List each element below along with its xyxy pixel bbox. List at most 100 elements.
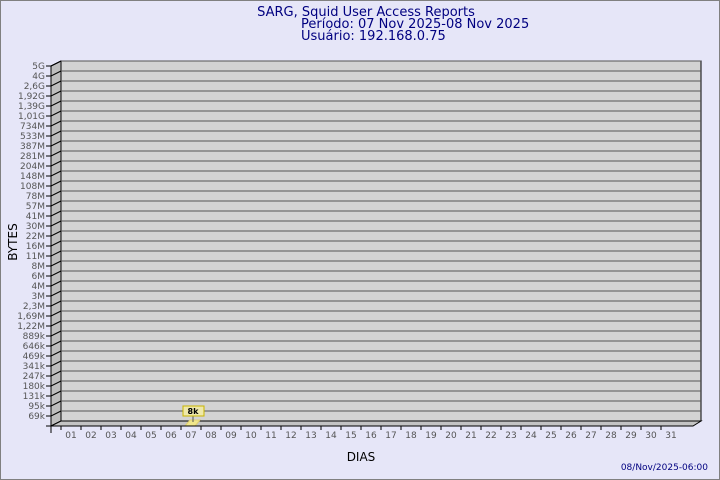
y-tick-diagonal [50,250,62,257]
y-tick-label: 646k [23,342,46,352]
y-tick-diagonal [50,240,62,247]
x-tick-label: 02 [85,431,96,441]
y-tick-label: 41M [26,212,45,222]
y-tick-label: 1,39G [18,102,45,112]
y-tick-diagonal [50,380,62,387]
y-tick-diagonal [50,110,62,117]
y-tick-diagonal [50,370,62,377]
y-tick-label: 95k [28,402,45,412]
y-tick-label: 1,92G [18,92,45,102]
x-tick-label: 15 [345,431,356,441]
x-tick-label: 18 [405,431,417,441]
y-tick-diagonal [50,70,62,77]
y-tick-diagonal [50,360,62,367]
x-tick-label: 04 [125,431,137,441]
y-tick-label: 4M [32,282,46,292]
y-tick-diagonal [50,120,62,127]
data-label: 8k [188,407,200,416]
y-tick-diagonal [50,150,62,157]
y-tick-diagonal [50,390,62,397]
y-tick-diagonal [50,230,62,237]
x-tick-label: 22 [485,431,496,441]
x-tick-label: 11 [265,431,276,441]
y-tick-diagonal [50,310,62,317]
y-tick-label: 16M [26,242,45,252]
x-tick-label: 17 [385,431,396,441]
x-tick-label: 16 [365,431,377,441]
y-tick-label: 5G [32,62,45,72]
y-tick-diagonal [50,210,62,217]
y-tick-diagonal [50,320,62,327]
x-tick-label: 07 [185,431,196,441]
x-tick-label: 14 [325,431,337,441]
y-tick-label: 204M [20,162,45,172]
y-tick-label: 341k [23,362,46,372]
x-tick-label: 05 [145,431,156,441]
y-tick-label: 889k [23,332,46,342]
y-tick-label: 4G [32,72,45,82]
y-tick-diagonal [50,350,62,357]
y-tick-diagonal [50,190,62,197]
y-tick-diagonal [50,90,62,97]
y-tick-label: 2,6G [24,82,45,92]
y-tick-diagonal [50,290,62,297]
x-tick-label: 30 [645,431,657,441]
y-axis-title: BYTES [6,223,20,260]
data-label-box [182,405,205,417]
y-tick-label: 469k [23,352,46,362]
x-tick-label: 13 [305,431,316,441]
x-tick-label: 24 [525,431,537,441]
y-tick-diagonal [50,180,62,187]
period-subtitle: Período: 07 Nov 2025-08 Nov 2025 [301,17,529,32]
user-subtitle: Usuário: 192.168.0.75 [301,29,446,44]
y-tick-label: 78M [26,192,45,202]
y-tick-label: 734M [20,122,45,132]
y-tick-label: 281M [20,152,45,162]
y-tick-diagonal [50,400,62,407]
y-tick-label: 131k [23,392,46,402]
x-tick-label: 27 [585,431,596,441]
y-tick-label: 247k [23,372,46,382]
x-tick-label: 10 [245,431,257,441]
y-tick-diagonal [50,100,62,107]
y-tick-diagonal [50,260,62,267]
y-tick-diagonal [50,140,62,147]
x-tick-label: 19 [425,431,437,441]
x-tick-label: 28 [605,431,617,441]
y-tick-diagonal [50,280,62,287]
x-tick-label: 29 [625,431,637,441]
y-tick-label: 148M [20,172,45,182]
x-tick-label: 21 [465,431,476,441]
y-tick-label: 3M [32,292,46,302]
y-tick-label: 387M [20,142,45,152]
y-tick-diagonal [50,200,62,207]
x-tick-label: 20 [445,431,457,441]
floor [50,420,703,427]
chart-title: SARG, Squid User Access Reports [257,5,475,20]
y-tick-diagonal [50,170,62,177]
x-tick-label: 06 [165,431,177,441]
y-tick-diagonal [50,130,62,137]
x-tick-label: 01 [65,431,76,441]
y-tick-label: 8M [32,262,46,272]
x-tick-label: 03 [105,431,116,441]
x-tick-label: 31 [665,431,676,441]
y-tick-diagonal [50,80,62,87]
y-tick-label: 180k [23,382,46,392]
x-tick-label: 25 [545,431,556,441]
y-tick-label: 533M [20,132,45,142]
y-tick-label: 57M [26,202,45,212]
x-tick-label: 23 [505,431,516,441]
y-tick-diagonal [50,330,62,337]
y-tick-diagonal [50,270,62,277]
y-tick-label: 11M [26,252,45,262]
y-tick-diagonal [50,60,62,67]
x-tick-label: 26 [565,431,577,441]
y-tick-label: 1,01G [18,112,45,122]
y-tick-label: 6M [32,272,46,282]
y-tick-diagonal [50,160,62,167]
y-tick-label: 108M [20,182,45,192]
y-tick-diagonal [50,340,62,347]
